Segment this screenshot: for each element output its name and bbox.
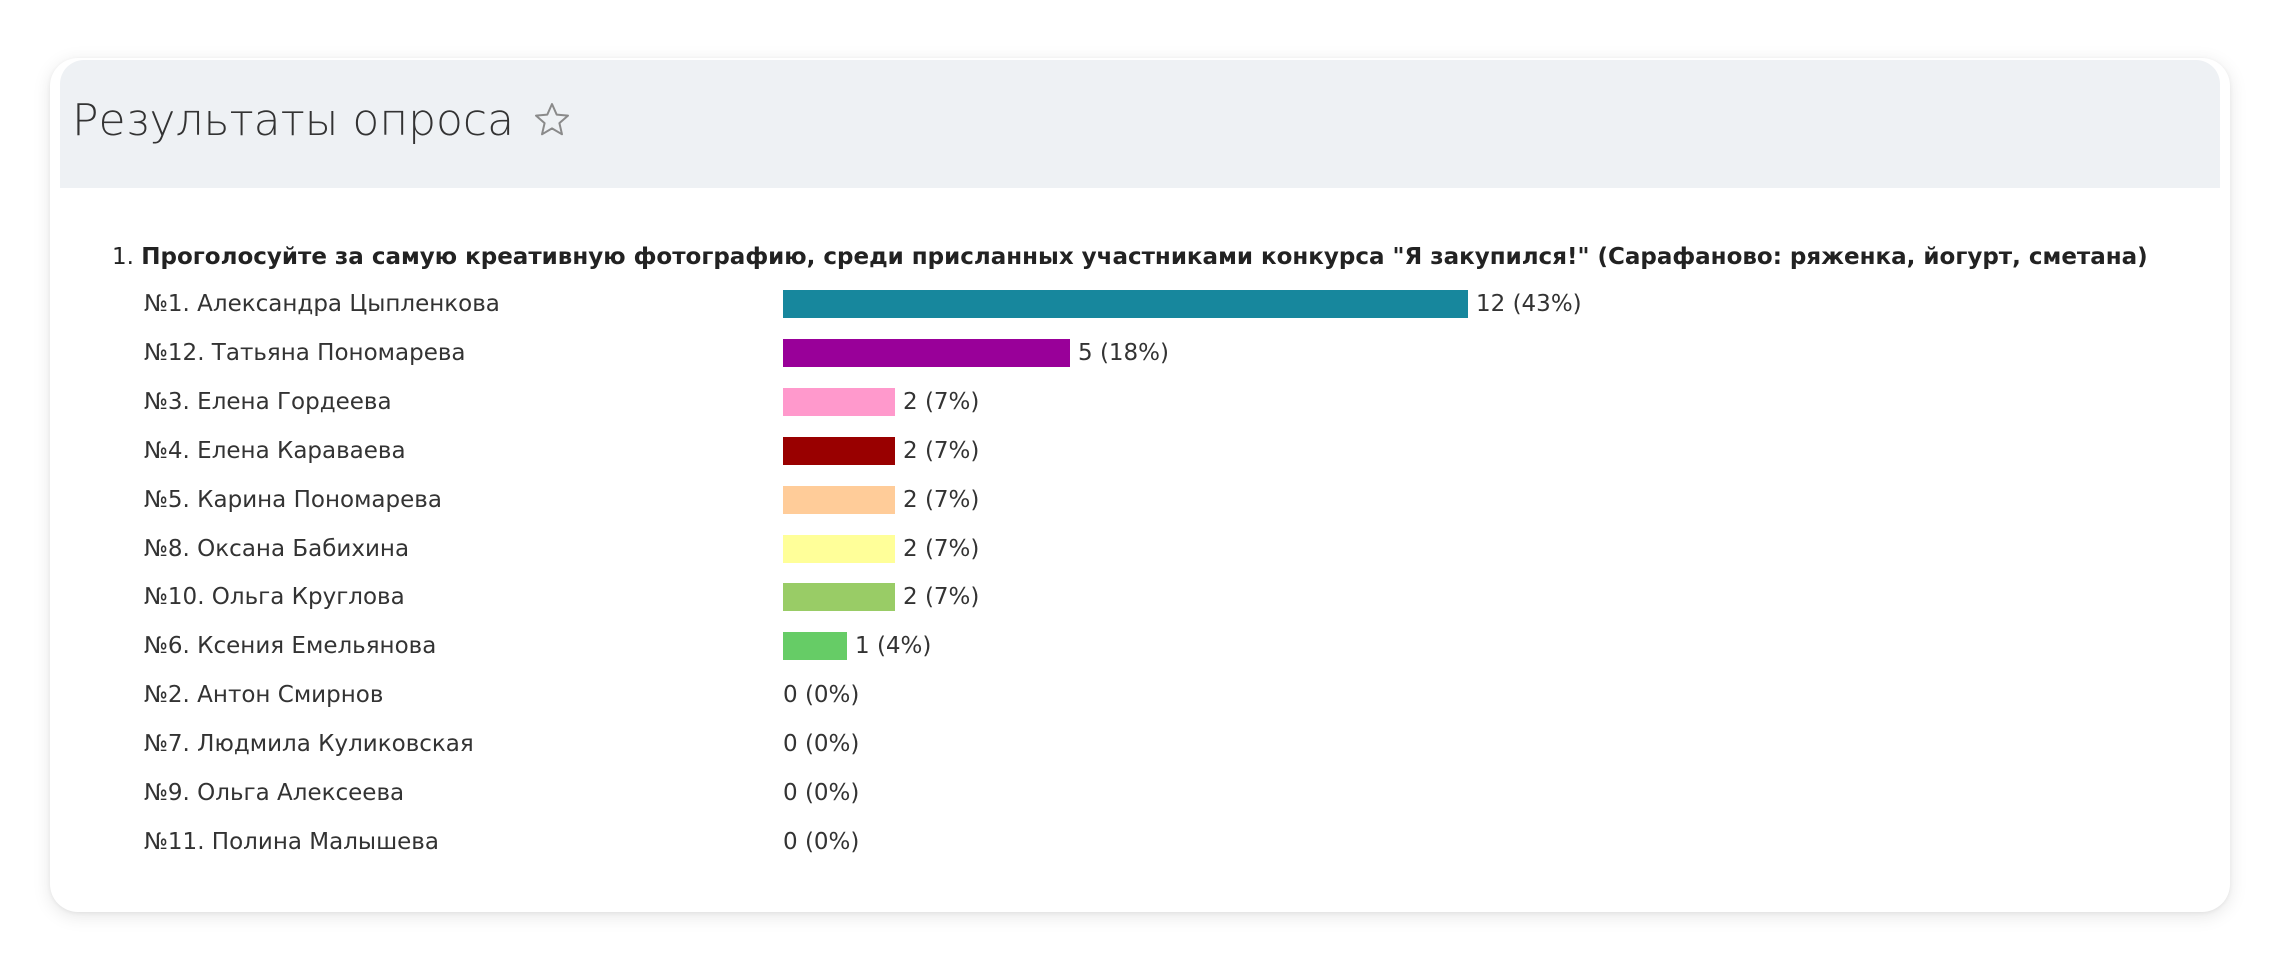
- result-label: №1. Александра Цыпленкова: [144, 291, 500, 317]
- result-value: 0 (0%): [783, 780, 860, 806]
- result-row: №4. Елена Караваева 2 (7%): [0, 434, 2280, 468]
- poll-results-card: [50, 58, 2230, 912]
- result-row: №6. Ксения Емельянова 1 (4%): [0, 629, 2280, 663]
- result-bar: [783, 338, 1070, 367]
- question-number: 1.: [112, 244, 134, 270]
- result-value: 2 (7%): [903, 486, 980, 513]
- result-label: №6. Ксения Емельянова: [144, 633, 437, 660]
- result-bar: [783, 534, 895, 563]
- result-label: №8. Оксана Бабихина: [144, 535, 410, 562]
- result-value: 2 (7%): [903, 437, 980, 464]
- result-label: №5. Карина Пономарева: [144, 486, 442, 513]
- result-bar: [783, 436, 895, 465]
- result-label: №10. Ольга Круглова: [144, 584, 405, 611]
- result-bar: [783, 290, 1468, 318]
- result-label: №3. Елена Гордеева: [144, 388, 392, 415]
- result-bar: [783, 387, 895, 416]
- result-label: №11. Полина Малышева: [144, 828, 439, 855]
- result-bar: [783, 632, 847, 661]
- result-row: №12. Татьяна Пономарева 5 (18%): [0, 336, 2280, 370]
- result-value: 0 (0%): [783, 682, 860, 709]
- result-label: №12. Татьяна Пономарева: [144, 339, 466, 366]
- result-row: №1. Александра Цыпленкова 12 (43%): [0, 287, 2280, 321]
- result-row: №3. Елена Гордеева 2 (7%): [0, 385, 2280, 419]
- result-value: 0 (0%): [783, 731, 860, 758]
- result-row: №10. Ольга Круглова 2 (7%): [0, 580, 2280, 614]
- result-value: 1 (4%): [855, 633, 932, 660]
- result-value: 2 (7%): [903, 535, 980, 562]
- result-label: №2. Антон Смирнов: [144, 682, 384, 709]
- page-title: Результаты опроса: [72, 94, 515, 146]
- result-row: №11. Полина Малышева 0 (0%): [0, 825, 2280, 859]
- result-value: 5 (18%): [1078, 339, 1170, 366]
- result-label: №7. Людмила Куликовская: [144, 731, 474, 758]
- result-row: №7. Людмила Куликовская 0 (0%): [0, 727, 2280, 761]
- result-label: №4. Елена Караваева: [144, 437, 406, 464]
- result-bar: [783, 485, 895, 514]
- result-row: №2. Антон Смирнов 0 (0%): [0, 678, 2280, 712]
- star-icon[interactable]: [532, 100, 572, 140]
- question-title: 1. Проголосуйте за самую креативную фото…: [112, 244, 2148, 270]
- result-row: №8. Оксана Бабихина 2 (7%): [0, 532, 2280, 566]
- result-row: №5. Карина Пономарева 2 (7%): [0, 483, 2280, 517]
- card-header: [60, 60, 2220, 188]
- result-value: 12 (43%): [1476, 291, 1582, 317]
- result-bar: [783, 583, 895, 612]
- result-row: №9. Ольга Алексеева 0 (0%): [0, 776, 2280, 810]
- question-text: Проголосуйте за самую креативную фотогра…: [141, 244, 2148, 270]
- title-bar: Результаты опроса: [72, 80, 572, 160]
- result-value: 2 (7%): [903, 584, 980, 611]
- result-value: 2 (7%): [903, 388, 980, 415]
- result-value: 0 (0%): [783, 828, 860, 855]
- result-label: №9. Ольга Алексеева: [144, 780, 405, 806]
